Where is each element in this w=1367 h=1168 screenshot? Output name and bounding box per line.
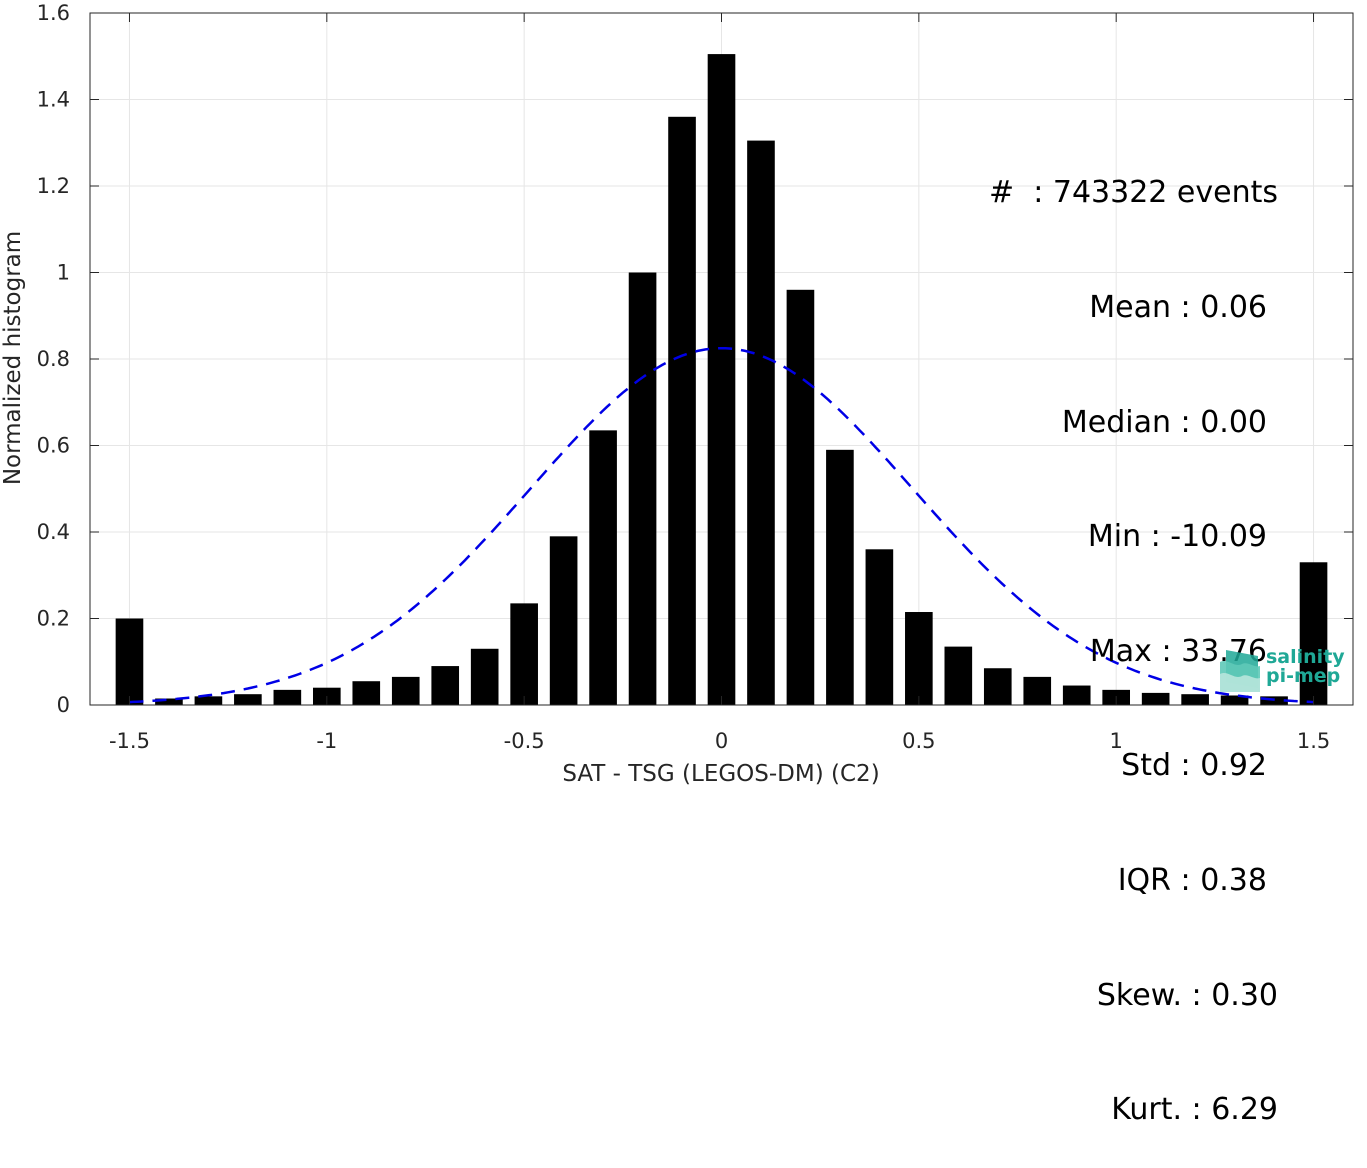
salinity-pi-mep-logo: salinity pi-mep bbox=[1218, 648, 1346, 694]
histogram-bar-21 bbox=[944, 646, 973, 705]
histogram-bar-7 bbox=[391, 676, 420, 705]
histogram-bar-1 bbox=[155, 698, 183, 705]
x-tick-label-0: -1.5 bbox=[109, 729, 150, 753]
stat-median: Median : 0.00 bbox=[1061, 404, 1267, 440]
histogram-bar-8 bbox=[431, 666, 460, 705]
histogram-bar-27 bbox=[1181, 694, 1209, 705]
stat-kurt: Kurt. : 6.29 bbox=[1111, 1092, 1278, 1128]
stat-max: Max : 33.76 bbox=[1089, 633, 1267, 669]
logo-line1: salinity bbox=[1266, 646, 1345, 668]
histogram-bar-16 bbox=[747, 140, 775, 705]
x-axis-label: SAT - TSG (LEGOS-DM) (C2) bbox=[562, 761, 879, 785]
y-tick-label-3: 0.6 bbox=[37, 434, 70, 458]
statistics-box: # : 743322 events Mean : 0.06 Median : 0… bbox=[989, 98, 1278, 1168]
y-tick-label-6: 1.2 bbox=[37, 174, 70, 198]
histogram-bars bbox=[115, 54, 1328, 706]
y-tick-label-1: 0.2 bbox=[37, 607, 70, 631]
histogram-bar-9 bbox=[470, 648, 499, 705]
histogram-bar-11 bbox=[549, 536, 578, 705]
logo-line2: pi-mep bbox=[1266, 665, 1341, 687]
histogram-bar-26 bbox=[1141, 692, 1170, 705]
histogram-bar-12 bbox=[589, 430, 617, 705]
logo-text: salinity pi-mep bbox=[1266, 648, 1345, 686]
stat-mean: Mean : 0.06 bbox=[1089, 290, 1267, 326]
y-tick-label-0: 0 bbox=[57, 693, 70, 717]
x-tick-label-3: 0 bbox=[715, 729, 728, 753]
histogram-bar-10 bbox=[510, 603, 538, 705]
y-axis-label: Normalized histogram bbox=[0, 231, 26, 485]
histogram-bar-3 bbox=[234, 694, 262, 705]
histogram-bar-22 bbox=[983, 668, 1012, 705]
salinity-wave-logo-icon bbox=[1220, 650, 1260, 692]
histogram-bar-0 bbox=[115, 618, 144, 705]
histogram-bar-4 bbox=[273, 689, 302, 705]
histogram-bar-13 bbox=[628, 272, 657, 705]
y-tick-labels: 0 0.2 0.4 0.6 0.8 1 1.2 1.4 1.6 bbox=[37, 1, 70, 717]
stat-min: Min : -10.09 bbox=[1087, 519, 1267, 555]
stat-events: # : 743322 events bbox=[989, 175, 1278, 211]
x-tick-label-5: 1 bbox=[1110, 729, 1123, 753]
x-tick-label-2: -0.5 bbox=[504, 729, 545, 753]
histogram-bar-2 bbox=[194, 696, 223, 705]
histogram-bar-20 bbox=[905, 612, 933, 705]
histogram-chart: -1.5 -1 -0.5 0 0.5 1 1.5 0 0.2 0.4 0.6 0.8 1 1.2 1.4 1… bbox=[0, 1, 1354, 785]
axis-ticks bbox=[90, 12, 1353, 706]
y-tick-label-7: 1.4 bbox=[37, 88, 70, 112]
histogram-bar-30 bbox=[1299, 562, 1328, 705]
histogram-bar-23 bbox=[1023, 676, 1052, 705]
histogram-bar-28 bbox=[1220, 695, 1249, 705]
histogram-bar-6 bbox=[352, 681, 381, 705]
x-tick-label-6: 1.5 bbox=[1297, 729, 1330, 753]
histogram-bar-19 bbox=[865, 549, 894, 705]
histogram-bar-24 bbox=[1062, 685, 1091, 705]
y-tick-label-8: 1.6 bbox=[37, 1, 70, 25]
histogram-bar-15 bbox=[707, 54, 736, 705]
stat-skew: Skew. : 0.30 bbox=[1096, 977, 1278, 1013]
y-tick-label-2: 0.4 bbox=[37, 520, 70, 544]
stat-std: Std : 0.92 bbox=[1121, 748, 1267, 784]
histogram-bar-14 bbox=[668, 116, 696, 706]
histogram-bar-18 bbox=[826, 449, 854, 705]
histogram-bar-17 bbox=[786, 289, 815, 705]
y-tick-label-4: 0.8 bbox=[37, 347, 70, 371]
x-tick-label-4: 0.5 bbox=[902, 729, 935, 753]
x-tick-labels: -1.5 -1 -0.5 0 0.5 1 1.5 bbox=[109, 729, 1330, 753]
y-tick-label-5: 1 bbox=[57, 261, 70, 285]
gaussian-fit-curve bbox=[129, 346, 1314, 704]
x-tick-label-1: -1 bbox=[316, 729, 337, 753]
stat-iqr: IQR : 0.38 bbox=[1117, 863, 1267, 899]
